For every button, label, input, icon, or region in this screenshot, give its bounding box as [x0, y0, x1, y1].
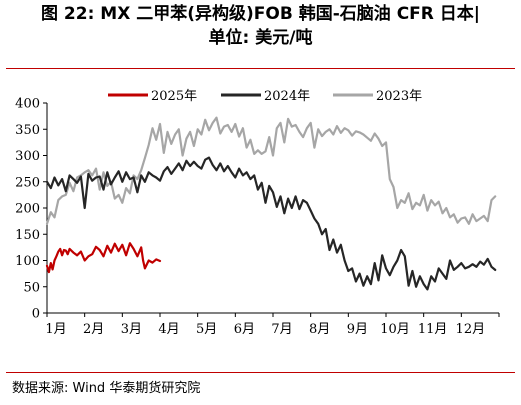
series-line-2023	[45, 116, 497, 225]
y-tick-label: 0	[32, 307, 40, 322]
x-tick-label: 2月	[83, 322, 104, 337]
x-tick-label: 4月	[158, 322, 179, 337]
x-tick-label: 11月	[418, 322, 448, 337]
y-tick-label: 350	[15, 123, 40, 138]
x-axis-ticks: 1月 2月 3月 4月 5月 6月 7月 8月 9月 10月 11月 12月	[45, 313, 500, 337]
x-tick-label: 12月	[456, 322, 486, 337]
x-tick-label: 3月	[121, 322, 142, 337]
y-tick-label: 400	[15, 97, 40, 112]
y-tick-label: 100	[15, 254, 40, 269]
x-tick-label: 1月	[45, 322, 66, 337]
x-tick-label: 9月	[347, 322, 368, 337]
series-line-2024	[45, 156, 497, 291]
figure-title: 图 22: MX 二甲苯(异构级)FOB 韩国-石脑油 CFR 日本| 单位: …	[0, 2, 521, 50]
y-tick-label: 300	[15, 149, 40, 164]
x-tick-label: 10月	[380, 322, 410, 337]
line-chart: 0 50 100 150 200 250 300 350 400 1月 2月 3月 4月 5月 6月 7月 8…	[15, 89, 500, 337]
legend-label-2023: 2023年	[376, 89, 422, 104]
y-tick-label: 150	[15, 228, 40, 243]
y-tick-label: 50	[23, 280, 40, 295]
series-line-2025	[45, 242, 162, 274]
chart-legend: 2025年 2024年 2023年	[108, 89, 422, 104]
legend-label-2024: 2024年	[264, 89, 310, 104]
x-tick-label: 8月	[309, 322, 330, 337]
x-tick-label: 7月	[271, 322, 292, 337]
series-lines	[45, 116, 497, 291]
source-note: 数据来源: Wind 华泰期货研究院	[12, 381, 201, 396]
figure-title-line-1: 图 22: MX 二甲苯(异构级)FOB 韩国-石脑油 CFR 日本|	[41, 4, 480, 24]
y-tick-label: 250	[15, 175, 40, 190]
chart-axes	[46, 103, 499, 314]
y-axis-ticks: 0 50 100 150 200 250 300 350 400	[15, 97, 47, 322]
y-tick-label: 200	[15, 202, 40, 217]
x-tick-label: 5月	[196, 322, 217, 337]
legend-label-2025: 2025年	[151, 89, 197, 104]
title-divider	[6, 68, 515, 69]
figure-title-line-2: 单位: 美元/吨	[208, 28, 313, 48]
footer-divider	[6, 372, 515, 373]
x-tick-label: 6月	[234, 322, 255, 337]
